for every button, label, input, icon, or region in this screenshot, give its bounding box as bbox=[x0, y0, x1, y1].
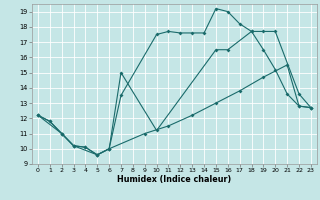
X-axis label: Humidex (Indice chaleur): Humidex (Indice chaleur) bbox=[117, 175, 232, 184]
